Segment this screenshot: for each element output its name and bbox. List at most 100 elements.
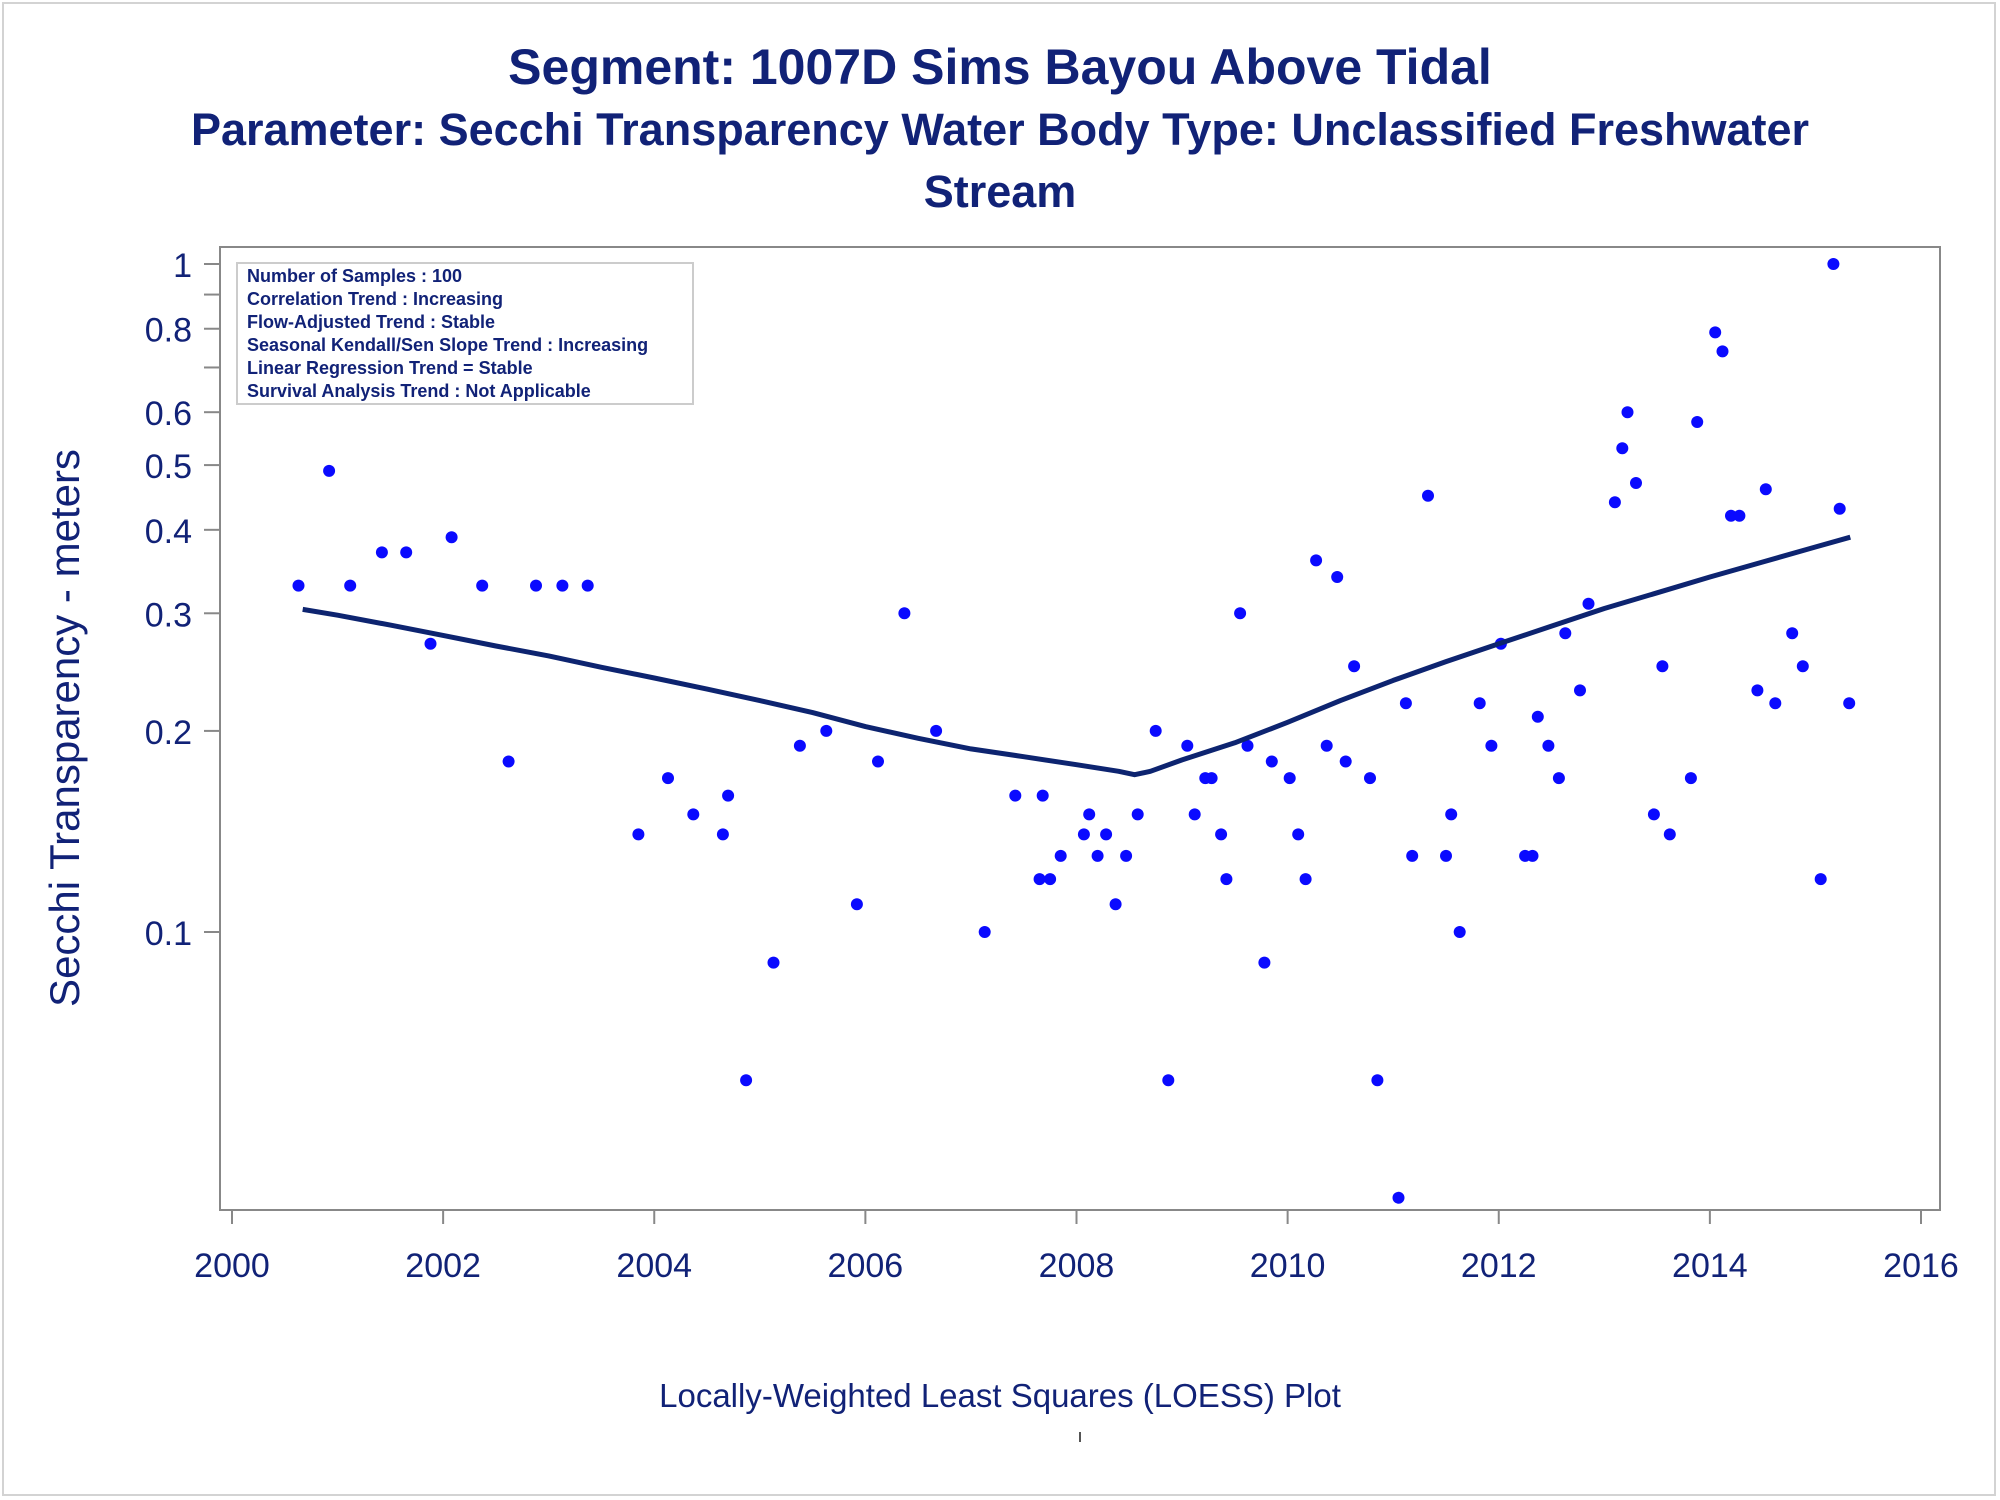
y-tick-label: 0.8	[145, 312, 192, 350]
data-point	[1149, 724, 1162, 737]
data-point	[687, 808, 700, 821]
stats-legend: Number of Samples : 100 Correlation Trend…	[236, 262, 694, 405]
data-point	[1684, 772, 1697, 785]
stats-legend-line: Seasonal Kendall/Sen Slope Trend : Incre…	[247, 335, 648, 355]
data-point	[1827, 258, 1840, 270]
data-point	[1131, 808, 1144, 821]
data-point	[1234, 607, 1247, 620]
data-point	[1453, 926, 1466, 938]
data-point	[1542, 739, 1555, 752]
data-point	[1709, 326, 1722, 339]
data-point	[400, 546, 413, 559]
data-point	[1422, 489, 1434, 502]
y-tick-label: 0.5	[145, 448, 192, 486]
data-point	[1392, 1191, 1405, 1204]
data-point	[1552, 772, 1565, 785]
data-point	[1036, 789, 1049, 802]
x-tick-label: 2014	[1672, 1247, 1748, 1285]
data-point	[1647, 808, 1660, 821]
data-point	[1320, 739, 1333, 752]
data-point	[1716, 345, 1729, 358]
data-point	[1220, 873, 1233, 886]
stats-legend-line: Flow-Adjusted Trend : Stable	[247, 312, 495, 332]
y-tick-label: 1	[173, 247, 192, 285]
x-tick-label: 2006	[828, 1247, 904, 1285]
plot-area	[219, 246, 1941, 1211]
data-point	[1109, 898, 1122, 911]
data-point	[292, 579, 305, 592]
data-point	[581, 579, 594, 592]
data-point	[502, 755, 515, 768]
data-point	[1258, 956, 1271, 969]
data-point	[1440, 849, 1452, 862]
y-tick-label: 0.6	[145, 395, 192, 433]
data-point	[1009, 789, 1022, 802]
data-point	[476, 579, 489, 592]
data-point	[1751, 684, 1764, 697]
y-tick-label: 0.4	[145, 513, 192, 551]
x-tick-label: 2016	[1883, 1247, 1959, 1285]
y-tick-label: 0.1	[145, 915, 192, 953]
data-point	[1033, 873, 1046, 886]
data-point	[930, 724, 943, 737]
data-point	[1485, 739, 1498, 752]
data-point	[1445, 808, 1458, 821]
data-point	[1188, 808, 1201, 821]
x-tick-label: 2012	[1461, 1247, 1537, 1285]
data-point	[344, 579, 357, 592]
data-point	[1100, 828, 1113, 841]
data-point	[323, 464, 336, 477]
data-point	[1473, 697, 1486, 710]
data-point	[1531, 710, 1544, 723]
data-point	[1663, 828, 1676, 841]
data-point	[1814, 873, 1827, 886]
data-point	[556, 579, 569, 592]
stats-legend-line: Linear Regression Trend = Stable	[247, 358, 533, 378]
data-point	[872, 755, 884, 768]
data-point	[716, 828, 729, 841]
footnote-loess: Locally-Weighted Least Squares (LOESS) P…	[659, 1377, 1341, 1414]
data-point	[1283, 772, 1296, 785]
chart-title-segment: Segment: 1007D Sims Bayou Above Tidal	[508, 39, 1492, 95]
data-point	[1044, 873, 1057, 886]
data-point	[793, 739, 806, 752]
data-point	[1083, 808, 1096, 821]
data-point	[740, 1074, 753, 1087]
footnote-mark	[1079, 1432, 1081, 1442]
data-point	[1769, 697, 1782, 710]
data-point	[1091, 849, 1104, 862]
x-tick-label: 2000	[194, 1247, 270, 1285]
x-tick-label: 2010	[1250, 1247, 1326, 1285]
y-tick-label: 0.3	[145, 596, 192, 634]
data-point	[1559, 627, 1572, 640]
stats-legend-line: Correlation Trend : Increasing	[247, 289, 503, 309]
stats-legend-line: Survival Analysis Trend : Not Applicable	[247, 381, 591, 401]
data-point	[1054, 849, 1067, 862]
data-point	[1621, 406, 1634, 419]
data-point	[1077, 828, 1090, 841]
data-point	[1526, 849, 1539, 862]
y-tick-label: 0.2	[145, 714, 192, 752]
data-point	[1406, 849, 1419, 862]
data-point	[1796, 660, 1809, 673]
data-point	[978, 926, 991, 938]
data-point	[1843, 697, 1856, 710]
loess-curve	[302, 534, 1851, 778]
data-point	[1310, 554, 1323, 567]
data-point	[1616, 442, 1629, 455]
y-axis-label: Secchi Transparency - meters	[41, 449, 88, 1007]
data-point	[1371, 1074, 1384, 1087]
data-point	[1331, 571, 1344, 583]
data-point	[1265, 755, 1278, 768]
data-point	[1215, 828, 1228, 841]
data-point	[1292, 828, 1305, 841]
stats-legend-box	[236, 262, 694, 405]
data-point	[1120, 849, 1133, 862]
data-point	[1181, 739, 1194, 752]
data-point	[1786, 627, 1799, 640]
data-point	[722, 789, 735, 802]
data-point	[1241, 739, 1254, 752]
data-point	[820, 724, 833, 737]
